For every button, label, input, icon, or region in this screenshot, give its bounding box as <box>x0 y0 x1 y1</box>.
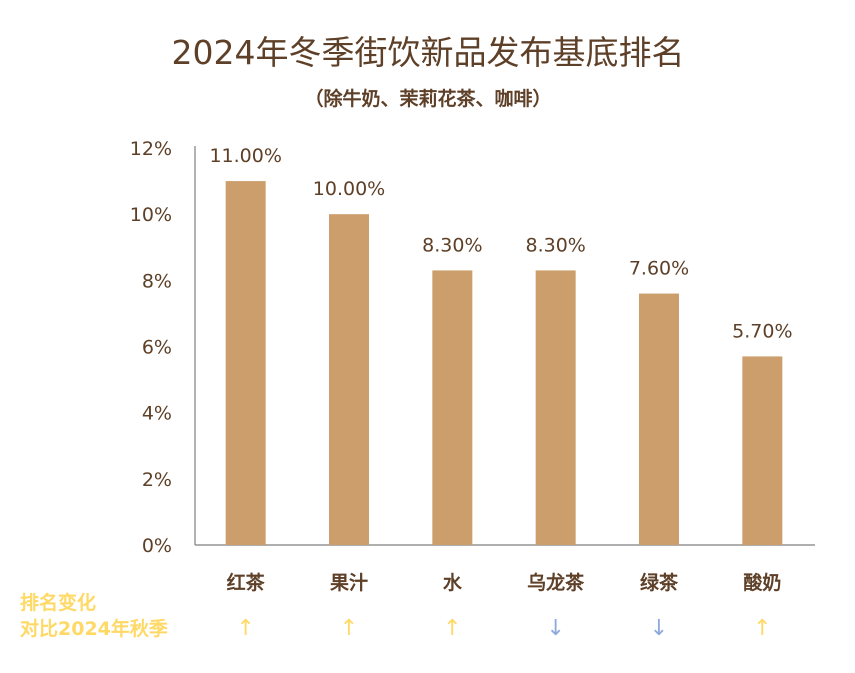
arrow-up-icon: ↑ <box>236 616 254 641</box>
data-label: 11.00% <box>209 145 281 167</box>
data-label: 10.00% <box>313 178 385 200</box>
rank-change-compare-label: 对比2024年秋季 <box>20 618 168 640</box>
y-tick-label: 6% <box>142 337 172 359</box>
x-tick-label: 乌龙茶 <box>527 571 585 594</box>
data-label: 8.30% <box>525 234 585 256</box>
arrow-down-icon: ↓ <box>546 616 564 641</box>
bar <box>639 293 679 545</box>
arrow-down-icon: ↓ <box>650 616 668 641</box>
bar <box>742 356 783 545</box>
bar <box>432 270 473 545</box>
arrow-up-icon: ↑ <box>340 616 358 641</box>
arrow-up-icon: ↑ <box>443 616 461 641</box>
bar <box>535 270 576 545</box>
bar <box>225 181 266 546</box>
y-tick-label: 12% <box>130 138 172 160</box>
y-tick-label: 10% <box>130 204 172 226</box>
rank-change-label: 排名变化 <box>20 592 97 614</box>
data-label: 5.70% <box>732 320 792 342</box>
y-tick-label: 8% <box>142 270 172 292</box>
bar <box>329 214 369 545</box>
x-tick-label: 水 <box>443 572 463 594</box>
arrow-up-icon: ↑ <box>753 616 771 641</box>
x-tick-label: 酸奶 <box>743 571 781 594</box>
data-label: 8.30% <box>422 234 482 256</box>
chart-title: 2024年冬季街饮新品发布基底排名 <box>171 33 685 72</box>
x-tick-label: 红茶 <box>227 571 266 594</box>
x-tick-label: 果汁 <box>329 571 368 594</box>
y-tick-label: 4% <box>142 403 172 425</box>
y-tick-label: 0% <box>142 535 172 557</box>
x-tick-label: 绿茶 <box>640 571 679 594</box>
data-label: 7.60% <box>629 258 689 280</box>
chart-subtitle: （除牛奶、茉莉花茶、咖啡） <box>304 88 552 110</box>
y-tick-label: 2% <box>142 469 172 491</box>
